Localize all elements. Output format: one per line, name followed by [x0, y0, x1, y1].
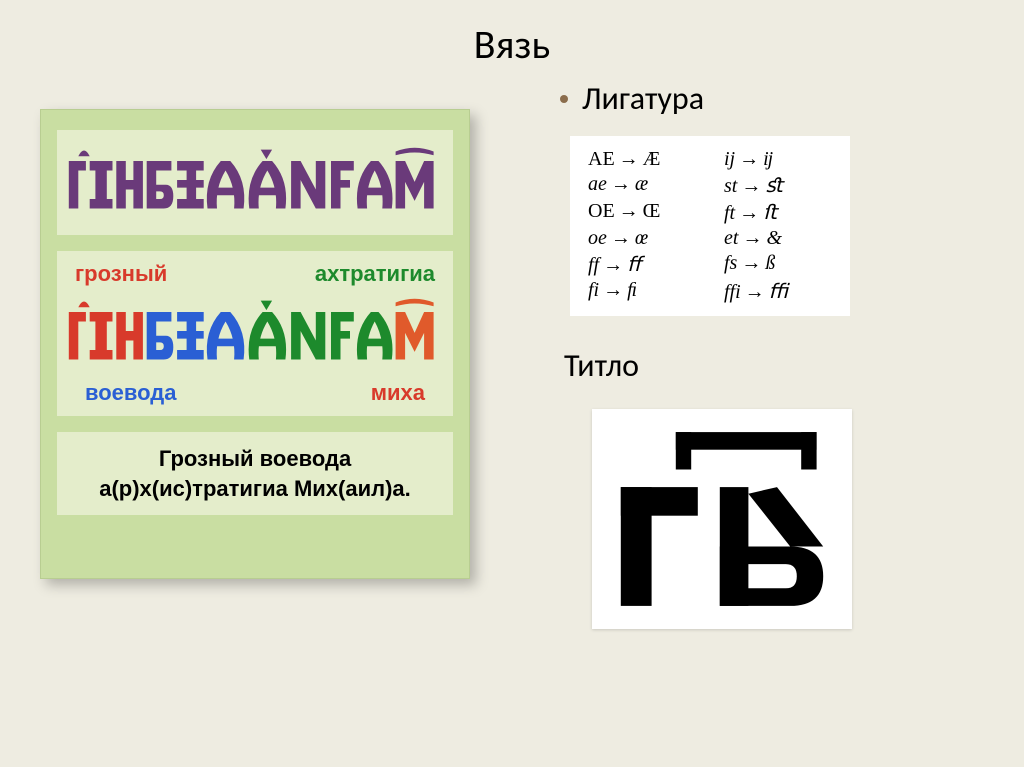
color-band-bottom-labels: воевода миха [65, 376, 445, 406]
vyaz-script-mono [65, 140, 445, 220]
titlo-illustration [592, 409, 852, 629]
left-column: грозный ахтратигиа [40, 79, 510, 629]
ligature-cell: AE→Æ [588, 148, 696, 171]
titlo-heading: Титло [540, 346, 980, 385]
vyaz-script-color [65, 291, 445, 371]
ligature-table: AE→Æ ij→ĳ ae→æ st→ﬆ OE→Œ ft→ﬅ oe→œ et→& ff→ﬀ fs→ß… [570, 136, 850, 316]
label-voevoda: воевода [85, 380, 177, 406]
vyaz-card: грозный ахтратигиа [40, 109, 470, 579]
ligature-cell: ij→ĳ [724, 148, 832, 171]
ligature-cell: ae→æ [588, 173, 696, 198]
decoded-band: Грозный воевода а(р)х(ис)тратигиа Мих(аи… [57, 432, 453, 515]
ligature-cell: ft→ﬅ [724, 200, 832, 225]
titlo-glyph [612, 424, 832, 614]
decoded-line-2: а(р)х(ис)тратигиа Мих(аил)а. [63, 474, 447, 504]
label-ahtratigia: ахтратигиа [315, 261, 435, 287]
ligature-cell: et→& [724, 227, 832, 250]
ligature-cell: ffi→ﬃ [724, 279, 832, 304]
bullet-dot-icon [560, 95, 568, 103]
bullet-label: Лигатура [582, 79, 704, 118]
ligature-cell: fs→ß [724, 252, 832, 277]
bullet-ligature: Лигатура [540, 79, 980, 118]
label-grozny: грозный [75, 261, 167, 287]
decoded-line-1: Грозный воевода [63, 444, 447, 474]
ligature-cell: ff→ﬀ [588, 252, 696, 277]
vyaz-band-mono [57, 130, 453, 235]
label-miha: миха [371, 380, 425, 406]
page-title: Вязь [0, 0, 1024, 69]
right-column: Лигатура AE→Æ ij→ĳ ae→æ st→ﬆ OE→Œ ft→ﬅ oe→œ et→… [510, 79, 980, 629]
ligature-cell: OE→Œ [588, 200, 696, 225]
color-band-top-labels: грозный ахтратигиа [65, 261, 445, 291]
ligature-cell: st→ﬆ [724, 173, 832, 198]
vyaz-band-color: грозный ахтратигиа [57, 251, 453, 416]
ligature-cell: fi→ﬁ [588, 279, 696, 304]
ligature-cell: oe→œ [588, 227, 696, 250]
content-row: грозный ахтратигиа [0, 69, 1024, 639]
